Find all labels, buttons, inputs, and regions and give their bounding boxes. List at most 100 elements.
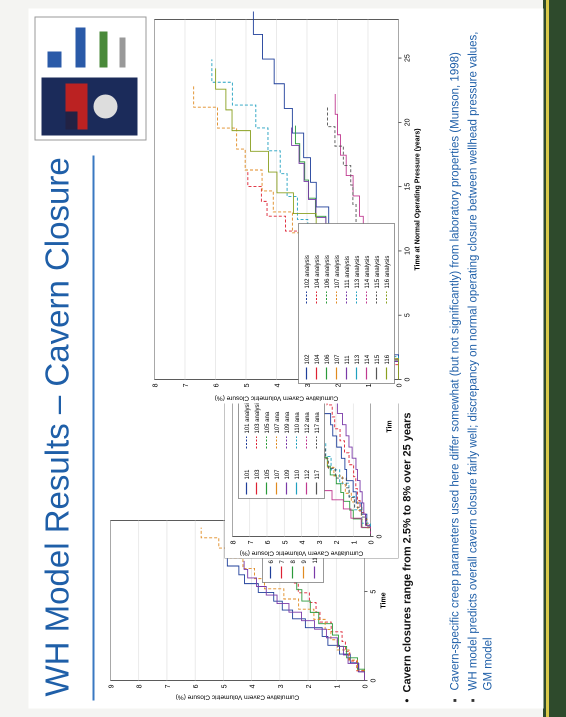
legend-label: 111 analysis bbox=[345, 256, 351, 288]
y-tick-label: 5 bbox=[221, 684, 228, 688]
legend-label: 117 ana bbox=[315, 411, 321, 433]
x-tick-label: 0 bbox=[370, 678, 377, 682]
slide: WH Model Results – Cavern Closure 0 1 2 3 4 5… bbox=[28, 8, 543, 708]
legend-label: 102 analysis bbox=[305, 255, 311, 288]
legend-label: 109 bbox=[285, 468, 291, 479]
y-tick-label: 4 bbox=[274, 383, 281, 387]
legend-label: 9 bbox=[302, 559, 308, 563]
logo-mark bbox=[75, 27, 85, 67]
y-axis-label: Cumulative Cavern Volumetric Closure (%) bbox=[175, 693, 299, 700]
legend-label: 103 bbox=[255, 468, 261, 479]
legend-label: 103 analysis bbox=[255, 400, 261, 433]
y-tick-label: 0 bbox=[362, 684, 369, 688]
x-tick-label: 15 bbox=[404, 182, 411, 190]
y-tick-label: 4 bbox=[249, 684, 256, 688]
bullet: Cavern-specific creep parameters used he… bbox=[448, 20, 463, 690]
logo-box bbox=[34, 16, 146, 140]
legend-label: 7 bbox=[280, 559, 286, 563]
logo-flag-canton bbox=[65, 111, 77, 129]
x-axis-label: Time bbox=[380, 592, 387, 608]
legend-label: 107 bbox=[335, 353, 341, 364]
x-tick-label: 20 bbox=[404, 118, 411, 126]
logo-mark bbox=[119, 37, 125, 67]
y-tick-label: 7 bbox=[164, 684, 171, 688]
legend-label: 112 bbox=[305, 469, 311, 479]
y-axis-label: Cumulative Cavern Volumetric Closure (%) bbox=[214, 394, 338, 401]
x-axis-label: Tim bbox=[386, 420, 393, 432]
legend-label: 101 analysis bbox=[245, 400, 251, 433]
legend-label: 112 ana bbox=[305, 411, 311, 433]
y-tick-label: 8 bbox=[230, 540, 237, 544]
legend-label: 114 bbox=[365, 354, 371, 364]
logo-mark bbox=[99, 31, 107, 67]
bullet: WH model predicts overall cavern closure… bbox=[466, 20, 496, 690]
y-tick-label: 7 bbox=[247, 540, 254, 544]
x-tick-label: 0 bbox=[376, 534, 383, 538]
legend-label: 106 bbox=[325, 353, 331, 364]
y-tick-label: 2 bbox=[306, 684, 313, 688]
y-tick-label: 3 bbox=[316, 540, 323, 544]
y-tick-label: 6 bbox=[213, 383, 220, 387]
y-tick-label: 2 bbox=[334, 540, 341, 544]
y-tick-label: 6 bbox=[265, 540, 272, 544]
x-axis-label: Time at Normal Operating Pressure (years… bbox=[414, 128, 421, 270]
y-tick-label: 1 bbox=[334, 684, 341, 688]
legend-label: 6 bbox=[269, 559, 275, 563]
legend-label: 116 bbox=[385, 354, 391, 364]
chart-c: 0 1 2 3 4 5 6 7 8 0 5 10 15 20 25 Time at Normal Operat… bbox=[148, 11, 430, 403]
y-tick-label: 9 bbox=[108, 684, 115, 688]
y-tick-label: 6 bbox=[193, 684, 200, 688]
legend-label: 115 analysis bbox=[375, 255, 381, 288]
x-tick-label: 5 bbox=[370, 589, 377, 593]
y-tick-label: 5 bbox=[282, 540, 289, 544]
legend-label: 117 bbox=[315, 469, 321, 479]
y-tick-label: 1 bbox=[351, 540, 358, 544]
x-tick-label: 0 bbox=[404, 377, 411, 381]
side-strip-line bbox=[546, 0, 549, 717]
y-tick-label: 8 bbox=[152, 383, 159, 387]
legend-label: 11 bbox=[313, 556, 319, 563]
y-tick-label: 3 bbox=[305, 383, 312, 387]
legend-label: 113 bbox=[355, 354, 361, 364]
legend-label: 8 bbox=[291, 559, 297, 563]
note: Cavern closures range from 2.5% to 8% ov… bbox=[400, 407, 414, 692]
y-tick-label: 5 bbox=[244, 383, 251, 387]
y-tick-label: 2 bbox=[335, 383, 342, 387]
logo bbox=[41, 27, 137, 135]
y-tick-label: 3 bbox=[277, 684, 284, 688]
y-tick-label: 7 bbox=[183, 383, 190, 387]
bullet-list: Cavern-specific creep parameters used he… bbox=[448, 20, 499, 690]
legend-label: 106 analysis bbox=[325, 255, 331, 288]
y-axis-label: Cumulative Cavern Volumetric Closure (%) bbox=[239, 549, 363, 556]
legend-label: 114 analysis bbox=[365, 255, 371, 288]
y-tick-label: 0 bbox=[368, 540, 375, 544]
slide-title: WH Model Results – Cavern Closure bbox=[38, 156, 75, 696]
legend-label: 107 bbox=[275, 468, 281, 479]
legend-label: 104 analysis bbox=[315, 255, 321, 288]
y-tick-label: 4 bbox=[299, 540, 306, 544]
legend-label: 116 analysis bbox=[385, 255, 391, 288]
title-rule bbox=[92, 155, 94, 700]
legend-label: 109 ana bbox=[285, 411, 291, 433]
x-tick-label: 25 bbox=[404, 54, 411, 62]
logo-image bbox=[41, 77, 137, 135]
legend-label: 105 ana bbox=[265, 411, 271, 433]
legend-label: 111 bbox=[345, 354, 351, 364]
logo-eagle bbox=[93, 94, 117, 118]
legend-label: 110 bbox=[295, 469, 301, 479]
legend-label: 102 bbox=[305, 353, 311, 364]
x-tick-label: 5 bbox=[404, 313, 411, 317]
legend-label: 101 bbox=[245, 468, 251, 479]
logo-mark bbox=[47, 51, 61, 67]
legend-label: 104 bbox=[315, 353, 321, 364]
legend-label: 107 ana bbox=[275, 411, 281, 433]
legend-label: 115 bbox=[375, 354, 381, 364]
legend-label: 107 analysis bbox=[335, 255, 341, 288]
y-tick-label: 1 bbox=[366, 383, 373, 387]
legend-label: 113 analysis bbox=[355, 255, 361, 288]
y-tick-label: 8 bbox=[136, 684, 143, 688]
x-tick-label: 10 bbox=[404, 246, 411, 254]
legend-label: 105 bbox=[265, 468, 271, 479]
legend-label: 110 ana bbox=[295, 411, 301, 433]
